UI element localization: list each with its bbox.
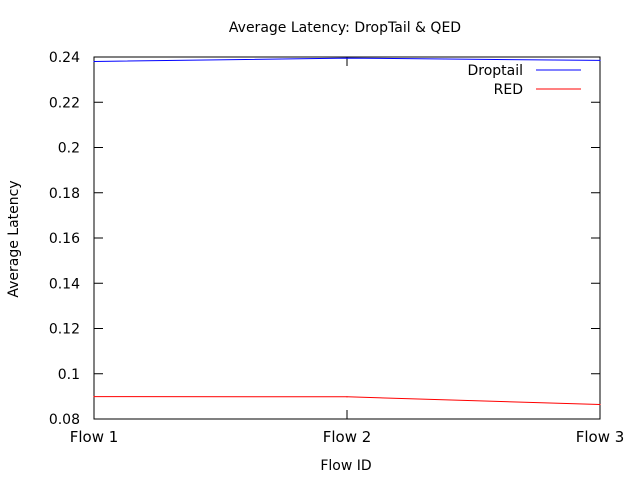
- y-tick-label: 0.24: [49, 50, 80, 66]
- plot-area: 0.08 0.1 0.12 0.14 0.16 0.18 0.2 0.22 0.24 Flow 1…: [49, 50, 624, 446]
- legend-label-red: RED: [494, 82, 523, 98]
- x-tick-label: Flow 2: [323, 428, 372, 446]
- x-tick-label: Flow 1: [70, 428, 119, 446]
- legend-label-droptail: Droptail: [467, 63, 523, 79]
- y-tick-label: 0.2: [58, 141, 80, 157]
- data-point-droptail: [346, 57, 348, 59]
- y-tick-label: 0.1: [58, 367, 80, 383]
- data-point-droptail: [599, 59, 601, 61]
- x-tick-label: Flow 3: [576, 428, 625, 446]
- y-tick-label: 0.08: [49, 412, 80, 428]
- chart-title: Average Latency: DropTail & QED: [229, 20, 461, 36]
- y-tick-label: 0.22: [49, 95, 80, 111]
- data-point-red: [93, 396, 95, 398]
- data-point-red: [346, 396, 348, 398]
- y-tick-label: 0.18: [49, 186, 80, 202]
- data-point-red: [599, 403, 601, 406]
- y-tick-label: 0.14: [49, 276, 80, 292]
- y-tick-label: 0.12: [49, 322, 80, 338]
- series-line-red: [93, 396, 601, 405]
- plot-frame: [93, 56, 601, 420]
- y-tick-label: 0.16: [49, 231, 80, 247]
- x-axis-label: Flow ID: [320, 458, 371, 474]
- y-axis-label: Average Latency: [6, 180, 22, 297]
- data-point-droptail: [93, 60, 95, 63]
